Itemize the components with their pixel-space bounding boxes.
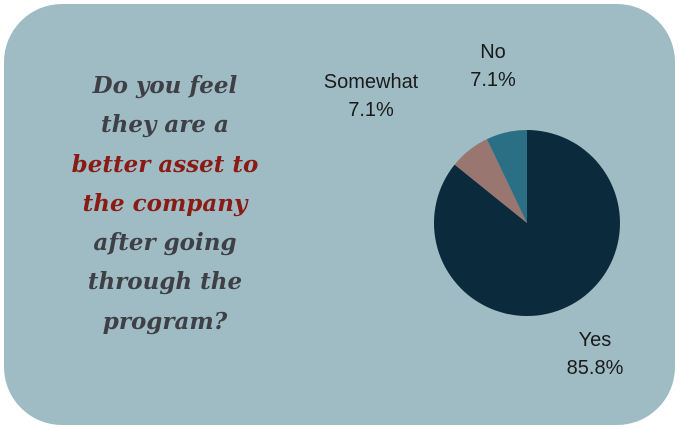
question-line: Do you feel bbox=[92, 72, 238, 99]
pie-slice-yes bbox=[433, 130, 620, 316]
pie-label-no: No 7.1% bbox=[453, 38, 533, 94]
pie-label-somewhat-name: Somewhat bbox=[323, 71, 419, 93]
pie-label-somewhat: Somewhat 7.1% bbox=[300, 68, 442, 124]
question-line: after going bbox=[93, 229, 237, 257]
pie-label-yes-name: Yes bbox=[578, 329, 612, 351]
question-line-highlight: better asset to bbox=[71, 150, 259, 178]
pie-slice-somewhat bbox=[454, 139, 527, 223]
pie-label-no-value: 7.1% bbox=[470, 69, 516, 91]
survey-question: Do you feel they are a better asset to t… bbox=[36, 66, 294, 341]
pie-label-no-name: No bbox=[480, 41, 506, 63]
question-line: through the bbox=[87, 268, 243, 296]
pie-label-yes-value: 85.8% bbox=[566, 357, 624, 379]
question-line: they are a bbox=[101, 111, 229, 139]
pie-label-yes: Yes 85.8% bbox=[545, 326, 645, 382]
pie-label-somewhat-value: 7.1% bbox=[348, 99, 394, 121]
pie-slice-no bbox=[486, 130, 527, 223]
question-line-highlight: the company bbox=[82, 189, 248, 217]
question-line: program? bbox=[102, 307, 228, 335]
